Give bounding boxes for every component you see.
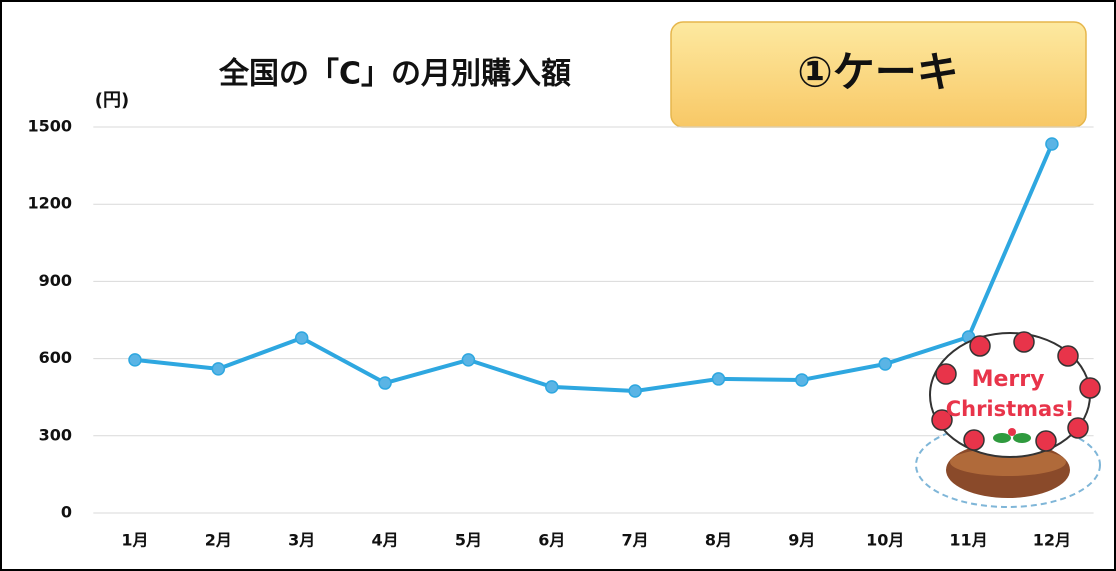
data-point: [461, 353, 476, 367]
data-line: [134, 143, 1054, 394]
data-point: [128, 353, 142, 367]
x-tick-label: 8月: [705, 531, 732, 550]
x-tick-label: 7月: [622, 531, 649, 550]
data-point: [378, 376, 392, 390]
data-point: [545, 380, 559, 394]
data-point: [795, 373, 809, 387]
cake-text: Merry: [972, 367, 1045, 392]
data-point: [878, 357, 892, 371]
data-point: [628, 384, 642, 398]
x-tick-label: 12月: [1033, 531, 1071, 550]
x-tick-label: 10月: [866, 531, 904, 550]
data-point: [211, 362, 226, 376]
y-tick-label: 600: [39, 348, 72, 367]
x-tick-label: 5月: [455, 531, 482, 550]
y-tick-label: 0: [61, 503, 72, 522]
chart-title: 全国の「C」の月別購入額: [218, 57, 571, 92]
data-point: [294, 331, 309, 345]
cake-text: Christmas!: [946, 397, 1075, 421]
cake-layer: [950, 448, 1066, 476]
y-tick-label: 900: [39, 271, 72, 290]
y-unit-label: (円): [95, 90, 129, 111]
y-tick-label: 300: [39, 425, 72, 444]
x-tick-label: 9月: [788, 531, 815, 550]
x-tick-label: 2月: [205, 531, 232, 550]
y-tick-label: 1500: [27, 117, 72, 136]
x-tick-label: 11月: [949, 531, 987, 550]
x-tick-label: 3月: [288, 531, 315, 550]
holly: [993, 428, 1031, 443]
y-tick-label: 1200: [27, 194, 72, 213]
strawberries: [931, 331, 1101, 452]
data-point: [711, 372, 726, 386]
badge-text: ①ケーキ: [797, 48, 959, 97]
data-point: [1045, 137, 1059, 151]
x-tick-label: 6月: [538, 531, 565, 550]
x-tick-label: 4月: [371, 531, 398, 550]
cake-illustration: Merry Christmas!: [915, 331, 1101, 508]
x-tick-label: 1月: [121, 531, 148, 550]
